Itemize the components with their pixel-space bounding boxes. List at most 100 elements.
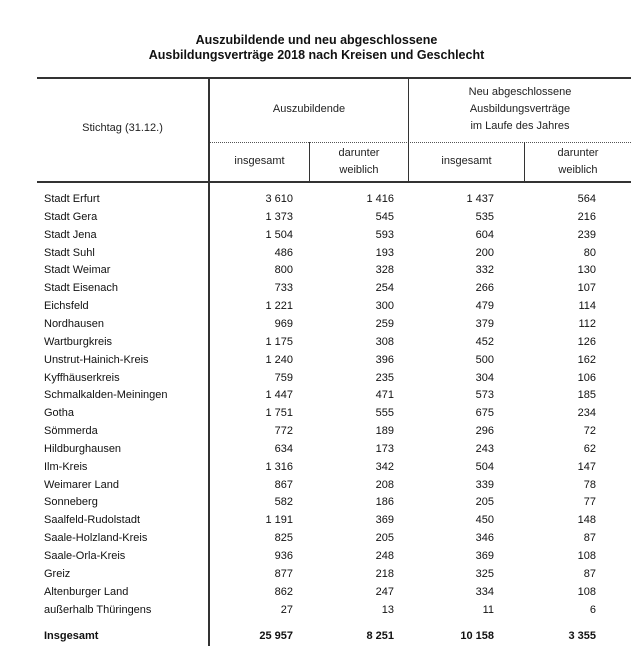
neu-weiblich: 239	[577, 228, 596, 241]
auszubildende-insgesamt: 867	[274, 478, 293, 491]
neu-insgesamt: 369	[475, 550, 494, 562]
auszubildende-weiblich: 308	[375, 335, 394, 348]
group-header-line: Neu abgeschlossene	[468, 86, 572, 98]
neu-weiblich: 108	[577, 550, 596, 562]
region-name: Greiz	[44, 567, 71, 580]
region-name: Stadt Weimar	[44, 264, 111, 277]
table-row: Wartburgkreis 1 175 308 452 126	[0, 336, 633, 354]
neu-weiblich: 108	[577, 585, 596, 598]
region-name: Wartburgkreis	[44, 335, 113, 348]
neu-insgesamt: 11	[482, 603, 494, 616]
region-name: außerhalb Thüringens	[44, 603, 152, 616]
group-header-line: Ausbildungsverträge	[469, 103, 571, 115]
auszubildende-weiblich: 1 416	[366, 193, 394, 205]
neu-insgesamt: 266	[475, 282, 494, 295]
neu-insgesamt: 479	[475, 300, 494, 313]
table-title-line2: Ausbildungsverträge 2018 nach Kreisen un…	[148, 48, 485, 62]
auszubildende-weiblich: 471	[375, 389, 394, 402]
region-name: Saale-Holzland-Kreis	[44, 532, 148, 545]
auszubildende-weiblich: 13	[381, 603, 394, 616]
neu-insgesamt: 675	[475, 407, 494, 420]
neu-weiblich: 106	[577, 371, 596, 384]
group-header-neu: Neu abgeschlossene Ausbildungsverträge i…	[409, 84, 631, 135]
auszubildende-weiblich: 545	[375, 210, 394, 223]
neu-insgesamt: 500	[475, 353, 494, 366]
table-row: Saale-Orla-Kreis 936 248 369 108	[0, 550, 633, 568]
table-row: Sömmerda 772 189 296 72	[0, 425, 633, 443]
neu-insgesamt: 1 437	[466, 193, 494, 205]
auszubildende-insgesamt: 825	[274, 532, 293, 545]
auszubildende-insgesamt: 877	[274, 567, 293, 580]
auszubildende-insgesamt: 582	[274, 496, 293, 509]
region-name: Sömmerda	[44, 425, 98, 438]
neu-weiblich: 564	[577, 193, 596, 205]
neu-insgesamt: 450	[475, 514, 494, 527]
region-name: Ilm-Kreis	[44, 460, 88, 473]
auszubildende-weiblich: 254	[375, 282, 394, 295]
auszubildende-weiblich: 173	[375, 442, 394, 455]
neu-insgesamt: 243	[475, 442, 494, 455]
region-name: Schmalkalden-Meiningen	[44, 389, 168, 402]
neu-weiblich: 3 355	[568, 630, 596, 642]
auszubildende-weiblich: 8 251	[366, 630, 394, 642]
auszubildende-weiblich: 235	[375, 371, 394, 384]
auszubildende-weiblich: 259	[375, 317, 394, 330]
region-name: Stadt Gera	[44, 210, 98, 223]
subheader-line: weiblich	[339, 164, 379, 176]
table-row: außerhalb Thüringens 27 13 11 6	[0, 604, 633, 622]
neu-weiblich: 130	[577, 264, 596, 277]
table-row: Saalfeld-Rudolstadt 1 191 369 450 148	[0, 514, 633, 532]
neu-insgesamt: 339	[475, 478, 494, 491]
table-row: Schmalkalden-Meiningen 1 447 471 573 185	[0, 389, 633, 407]
col-divider-1	[309, 142, 310, 182]
table-row: Kyffhäuserkreis 759 235 304 106	[0, 372, 633, 390]
auszubildende-insgesamt: 936	[274, 550, 293, 562]
auszubildende-insgesamt: 486	[274, 246, 293, 259]
table-row: Nordhausen 969 259 379 112	[0, 318, 633, 336]
region-name: Stadt Jena	[44, 228, 97, 241]
region-name: Kyffhäuserkreis	[44, 371, 120, 384]
auszubildende-weiblich: 205	[375, 532, 394, 545]
table-row: Sonneberg 582 186 205 77	[0, 496, 633, 514]
neu-weiblich: 6	[589, 603, 596, 616]
auszubildende-weiblich: 342	[375, 460, 394, 473]
neu-weiblich: 114	[578, 300, 596, 313]
auszubildende-weiblich: 328	[375, 264, 394, 277]
auszubildende-insgesamt: 1 316	[265, 460, 293, 473]
auszubildende-insgesamt: 969	[274, 317, 293, 330]
neu-weiblich: 147	[577, 460, 596, 473]
auszubildende-weiblich: 193	[375, 246, 394, 259]
region-name: Gotha	[44, 407, 74, 420]
auszubildende-insgesamt: 733	[274, 282, 293, 295]
region-name: Eichsfeld	[44, 300, 89, 313]
auszubildende-insgesamt: 1 447	[265, 389, 293, 402]
subheader-weiblich-1: darunter weiblich	[310, 145, 408, 179]
auszubildende-insgesamt: 1 373	[265, 210, 293, 223]
region-name: Weimarer Land	[44, 478, 119, 491]
table-row: Eichsfeld 1 221 300 479 114	[0, 300, 633, 318]
neu-insgesamt: 205	[475, 496, 494, 509]
neu-weiblich: 62	[583, 442, 596, 455]
neu-weiblich: 112	[578, 317, 596, 330]
auszubildende-insgesamt: 1 240	[265, 353, 293, 366]
auszubildende-weiblich: 248	[375, 550, 394, 562]
neu-insgesamt: 573	[475, 389, 494, 402]
neu-insgesamt: 332	[475, 264, 494, 277]
neu-insgesamt: 334	[475, 585, 494, 598]
auszubildende-weiblich: 555	[375, 407, 394, 420]
header-rule	[37, 181, 631, 183]
neu-insgesamt: 200	[475, 246, 494, 259]
region-name: Altenburger Land	[44, 585, 129, 598]
neu-insgesamt: 535	[475, 210, 494, 223]
stub-divider	[208, 77, 210, 646]
subheader-insgesamt-1: insgesamt	[234, 155, 285, 167]
auszubildende-insgesamt: 1 175	[265, 335, 293, 348]
neu-insgesamt: 504	[475, 460, 494, 473]
subheader-line: darunter	[338, 147, 380, 159]
table-row: Stadt Eisenach 733 254 266 107	[0, 282, 633, 300]
neu-weiblich: 77	[583, 496, 596, 509]
auszubildende-insgesamt: 1 191	[265, 514, 293, 527]
region-name: Stadt Eisenach	[44, 282, 118, 295]
subheader-line: weiblich	[558, 164, 598, 176]
table-row: Unstrut-Hainich-Kreis 1 240 396 500 162	[0, 354, 633, 372]
